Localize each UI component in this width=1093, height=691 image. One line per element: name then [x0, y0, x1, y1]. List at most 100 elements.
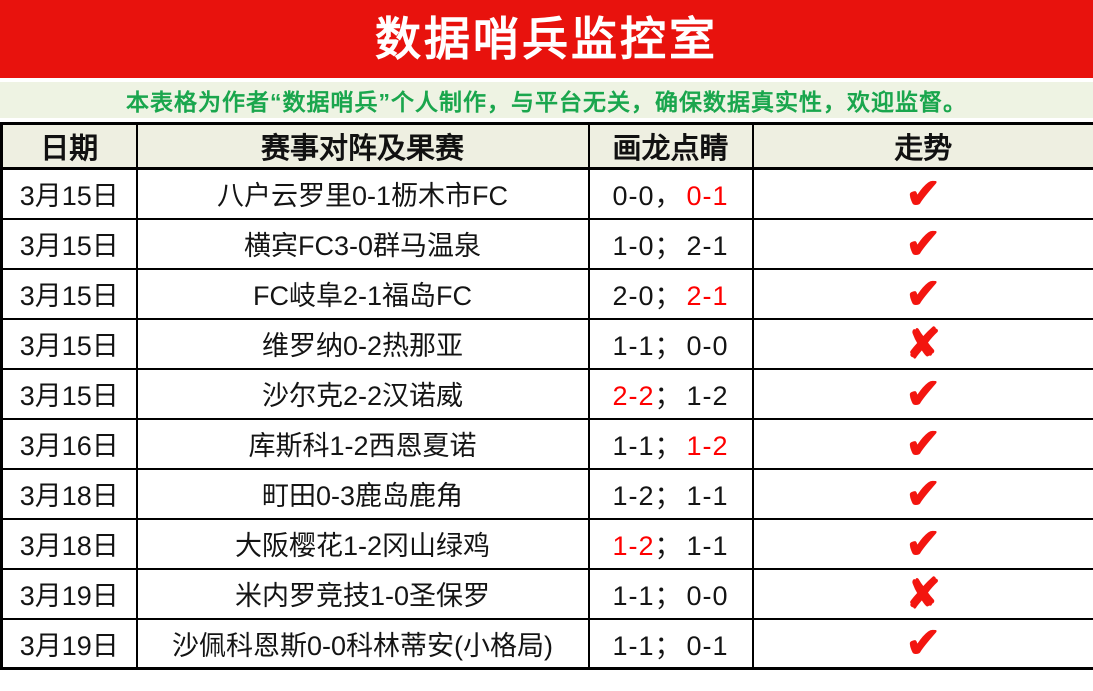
- table-row: 3月19日 沙佩科恩斯0-0科林蒂安(小格局) 1-1； 0-1 ✔: [0, 617, 1093, 670]
- pick-second-score: 0-1: [686, 181, 729, 212]
- pick-cell: 0-0， 0-1: [587, 167, 754, 220]
- trend-mark: ✘: [905, 569, 941, 617]
- pick-cell: 1-0； 2-1: [587, 217, 754, 270]
- match-cell: 米内罗竞技1-0圣保罗: [135, 567, 590, 620]
- pick-first-score: 2-2: [612, 381, 655, 411]
- trend-cell: ✔: [751, 267, 1093, 320]
- match-cell: 八户云罗里0-1枥木市FC: [135, 167, 590, 220]
- trend-cell: ✔: [751, 167, 1093, 220]
- table-header-row: 日期 赛事对阵及果赛 画龙点睛 走势: [0, 122, 1093, 170]
- header-match: 赛事对阵及果赛: [135, 122, 590, 170]
- trend-mark: ✘: [905, 319, 941, 367]
- pick-second-score: 0-0: [686, 331, 729, 361]
- pick-first-score: 1-1: [612, 581, 655, 611]
- table-row: 3月19日 米内罗竞技1-0圣保罗 1-1； 0-0 ✘: [0, 567, 1093, 620]
- pick-cell: 2-0； 2-1: [587, 267, 754, 320]
- match-cell: 横宾FC3-0群马温泉: [135, 217, 590, 270]
- trend-mark: ✔: [905, 519, 941, 567]
- table-row: 3月15日 沙尔克2-2汉诺威 2-2； 1-2 ✔: [0, 367, 1093, 420]
- notice-text: 本表格为作者“数据哨兵”个人制作，与平台无关，确保数据真实性，欢迎监督。: [126, 89, 967, 115]
- trend-mark: ✔: [905, 419, 941, 467]
- date-cell: 3月16日: [0, 417, 138, 470]
- date-cell: 3月15日: [0, 167, 138, 220]
- match-cell: 沙佩科恩斯0-0科林蒂安(小格局): [135, 617, 590, 670]
- pick-first-score: 1-0: [612, 231, 655, 261]
- notice-strip: 本表格为作者“数据哨兵”个人制作，与平台无关，确保数据真实性，欢迎监督。: [0, 82, 1093, 118]
- pick-second-score: 2-1: [686, 231, 729, 261]
- header-trend: 走势: [751, 122, 1093, 170]
- date-cell: 3月18日: [0, 517, 138, 570]
- table-row: 3月15日 横宾FC3-0群马温泉 1-0； 2-1 ✔: [0, 217, 1093, 270]
- pick-first-score: 1-2: [612, 531, 655, 561]
- pick-separator: ；: [654, 381, 683, 411]
- date-cell: 3月19日: [0, 567, 138, 620]
- date-cell: 3月15日: [0, 217, 138, 270]
- table-row: 3月15日 八户云罗里0-1枥木市FC 0-0， 0-1 ✔: [0, 167, 1093, 220]
- match-cell: 沙尔克2-2汉诺威: [135, 367, 590, 420]
- match-cell: 维罗纳0-2热那亚: [135, 317, 590, 370]
- table-row: 3月16日 库斯科1-2西恩夏诺 1-1； 1-2 ✔: [0, 417, 1093, 470]
- trend-cell: ✘: [751, 317, 1093, 370]
- pick-first-score: 1-1: [612, 331, 655, 361]
- table-row: 3月18日 大阪樱花1-2冈山绿鸡 1-2； 1-1 ✔: [0, 517, 1093, 570]
- date-cell: 3月15日: [0, 367, 138, 420]
- pick-second-score: 0-1: [686, 630, 729, 661]
- trend-mark: ✔: [905, 219, 941, 267]
- pick-first-score: 2-0: [612, 281, 655, 311]
- trend-cell: ✔: [751, 217, 1093, 270]
- pick-separator: ；: [654, 581, 683, 611]
- date-cell: 3月18日: [0, 467, 138, 520]
- pick-first-score: 0-0: [612, 181, 655, 212]
- pick-cell: 1-1； 1-2: [587, 417, 754, 470]
- pick-cell: 1-2； 1-1: [587, 517, 754, 570]
- pick-separator: ；: [654, 231, 683, 261]
- pick-second-score: 0-0: [686, 581, 729, 611]
- date-cell: 3月15日: [0, 267, 138, 320]
- pick-cell: 1-1； 0-0: [587, 567, 754, 620]
- date-cell: 3月15日: [0, 317, 138, 370]
- trend-cell: ✔: [751, 417, 1093, 470]
- pick-second-score: 1-2: [686, 431, 729, 461]
- date-cell: 3月19日: [0, 617, 138, 670]
- table-row: 3月18日 町田0-3鹿岛鹿角 1-2； 1-1 ✔: [0, 467, 1093, 520]
- trend-mark: ✔: [905, 469, 941, 517]
- pick-separator: ；: [654, 281, 683, 311]
- pick-cell: 1-2； 1-1: [587, 467, 754, 520]
- pick-second-score: 1-1: [686, 481, 729, 511]
- pick-separator: ；: [654, 481, 683, 511]
- pick-second-score: 1-2: [686, 381, 729, 411]
- pick-separator: ；: [654, 630, 683, 661]
- header-pick: 画龙点睛: [587, 122, 754, 170]
- pick-separator: ，: [654, 181, 683, 212]
- trend-mark: ✔: [905, 169, 941, 217]
- trend-cell: ✔: [751, 467, 1093, 520]
- table-row: 3月15日 FC岐阜2-1福岛FC 2-0； 2-1 ✔: [0, 267, 1093, 320]
- trend-cell: ✘: [751, 567, 1093, 620]
- pick-cell: 1-1； 0-1: [587, 617, 754, 670]
- trend-mark: ✔: [905, 269, 941, 317]
- trend-cell: ✔: [751, 367, 1093, 420]
- match-cell: 库斯科1-2西恩夏诺: [135, 417, 590, 470]
- trend-cell: ✔: [751, 517, 1093, 570]
- trend-mark: ✔: [905, 619, 941, 667]
- results-table: 日期 赛事对阵及果赛 画龙点睛 走势 3月15日 八户云罗里0-1枥木市FC 0…: [0, 122, 1093, 670]
- pick-separator: ；: [654, 531, 683, 561]
- header-date: 日期: [0, 122, 138, 170]
- title-banner: 数据哨兵监控室: [0, 0, 1093, 78]
- pick-separator: ；: [654, 331, 683, 361]
- pick-first-score: 1-1: [612, 630, 655, 661]
- pick-second-score: 1-1: [686, 531, 729, 561]
- trend-cell: ✔: [751, 617, 1093, 670]
- trend-mark: ✔: [905, 369, 941, 417]
- table-row: 3月15日 维罗纳0-2热那亚 1-1； 0-0 ✘: [0, 317, 1093, 370]
- page-title: 数据哨兵监控室: [375, 13, 718, 65]
- pick-cell: 2-2； 1-2: [587, 367, 754, 420]
- pick-first-score: 1-1: [612, 431, 655, 461]
- match-cell: 町田0-3鹿岛鹿角: [135, 467, 590, 520]
- pick-cell: 1-1； 0-0: [587, 317, 754, 370]
- pick-first-score: 1-2: [612, 481, 655, 511]
- match-cell: FC岐阜2-1福岛FC: [135, 267, 590, 320]
- pick-second-score: 2-1: [686, 281, 729, 311]
- match-cell: 大阪樱花1-2冈山绿鸡: [135, 517, 590, 570]
- pick-separator: ；: [654, 431, 683, 461]
